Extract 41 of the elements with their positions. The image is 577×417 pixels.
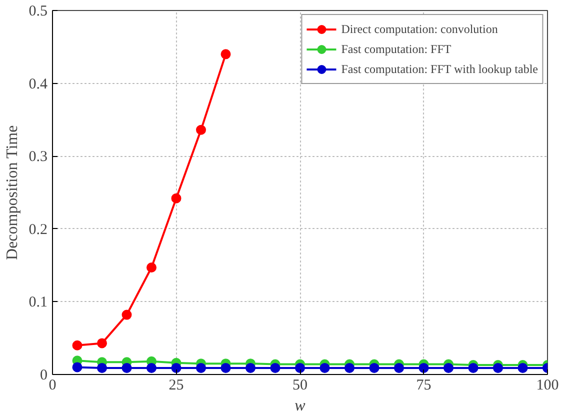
x-tick-label: 50 xyxy=(292,378,308,394)
point xyxy=(518,362,528,373)
y-tick-label: 0 xyxy=(40,368,48,384)
y-tick-label: 0.1 xyxy=(28,294,48,311)
point xyxy=(270,362,280,373)
point xyxy=(369,362,380,373)
point xyxy=(97,338,107,348)
y-tick-label: 0.5 xyxy=(28,4,48,20)
point xyxy=(171,362,182,373)
x-tick-label: 25 xyxy=(168,378,184,394)
point xyxy=(320,362,330,373)
point xyxy=(468,362,478,373)
x-tick-label: 100 xyxy=(536,378,559,394)
point xyxy=(146,362,156,373)
point xyxy=(246,362,256,373)
point xyxy=(394,362,404,373)
y-tick-label: 0.3 xyxy=(28,149,48,166)
point xyxy=(220,49,231,60)
y-tick-label: 0.2 xyxy=(28,222,48,238)
point xyxy=(418,362,429,373)
point xyxy=(493,362,503,373)
x-tick-label: 75 xyxy=(416,378,432,394)
point xyxy=(444,362,454,373)
legend-label: Fast computation: FFT with lookup table xyxy=(341,62,538,76)
point xyxy=(171,193,182,204)
point xyxy=(196,124,206,135)
point xyxy=(344,362,354,373)
point xyxy=(220,362,231,373)
x-axis-title: w xyxy=(294,398,306,414)
point xyxy=(72,362,82,372)
point xyxy=(72,340,82,350)
y-axis-title: Decomposition Time xyxy=(4,125,21,260)
point xyxy=(122,362,132,373)
legend-label: Fast computation: FFT xyxy=(341,42,452,56)
y-tick-label: 0.4 xyxy=(28,76,48,92)
point xyxy=(295,362,305,373)
legend-label: Direct computation: convolution xyxy=(341,22,498,36)
point xyxy=(122,310,132,320)
point xyxy=(146,262,156,272)
point xyxy=(97,362,107,373)
point xyxy=(196,362,206,373)
